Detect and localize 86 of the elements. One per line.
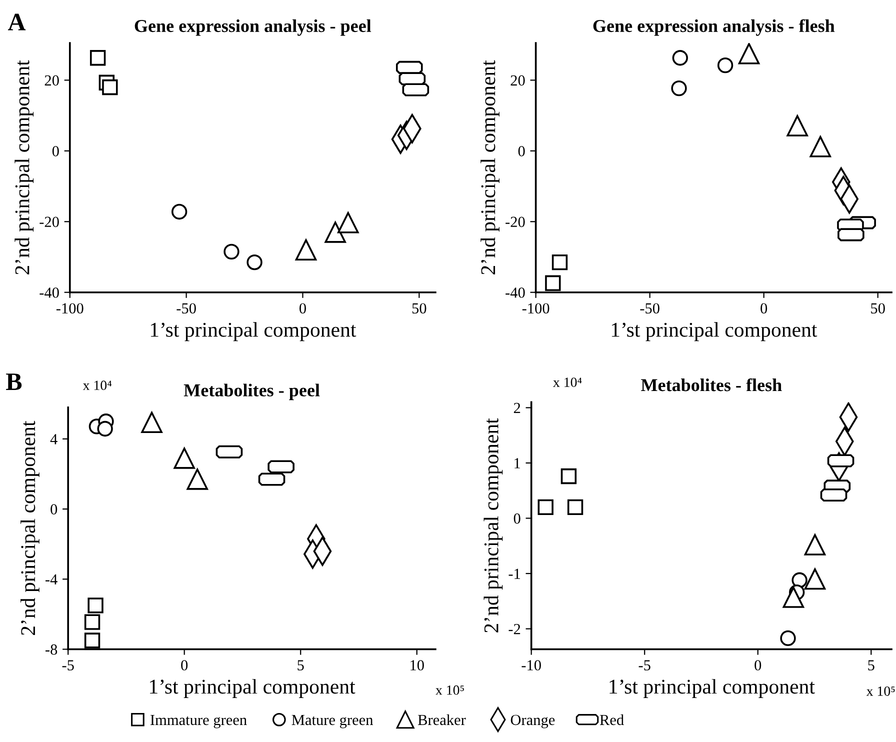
y-axis-title: 2’nd principal component	[484, 418, 503, 632]
y-tick-label: -20	[40, 216, 59, 228]
y-tick-label: 0	[514, 513, 520, 524]
point	[717, 57, 734, 74]
chart-title: Metabolites - flesh	[641, 378, 782, 392]
point	[671, 80, 687, 96]
legend-label: Orange	[510, 714, 555, 728]
text: x 10⁴	[553, 378, 582, 387]
text: A	[8, 14, 26, 30]
y-axis-title: 2’nd principal component	[20, 420, 40, 635]
point	[88, 598, 104, 614]
point	[97, 420, 113, 437]
x-tick-label: 0	[181, 660, 188, 670]
x-axis-title: 1’st principal component	[150, 322, 356, 342]
point	[186, 468, 208, 490]
x-tick-label: 5	[298, 660, 304, 670]
point	[786, 115, 808, 136]
point	[84, 614, 100, 630]
point	[810, 136, 832, 158]
chart-title: Metabolites - peel	[184, 384, 320, 400]
chart-title: Gene expression analysis - flesh	[593, 19, 835, 36]
x-tick-label: 10	[410, 660, 424, 670]
point	[780, 630, 796, 646]
x-tick-label: 50	[412, 303, 426, 314]
y-tick-label: -8	[46, 644, 58, 655]
x-tick-label: -10	[522, 660, 541, 670]
point	[672, 50, 688, 66]
point	[224, 244, 240, 260]
point	[246, 254, 262, 270]
point	[560, 468, 577, 484]
x-tick-label: -5	[638, 660, 650, 670]
x-tick-label: 50	[871, 303, 885, 314]
y-tick-label: 4	[50, 434, 58, 444]
legend-label: Red	[600, 714, 624, 726]
point	[141, 412, 162, 434]
y-tick-label: -40	[40, 287, 59, 298]
point	[171, 204, 188, 220]
text: x 10⁵	[866, 686, 895, 696]
x-tick-label: -100	[56, 303, 84, 314]
point	[90, 50, 106, 66]
point	[567, 499, 584, 516]
legend-label: Mature green	[292, 714, 374, 728]
y-axis-title: 2’nd principal component	[480, 60, 500, 274]
x-tick-label: -5	[62, 660, 74, 670]
text: x 10⁵	[436, 685, 464, 695]
legend-label: Breaker	[418, 714, 466, 726]
y-tick-label: 20	[44, 75, 59, 86]
x-tick-label: 0	[760, 303, 768, 314]
point	[102, 79, 118, 96]
y-tick-label: 2	[514, 402, 520, 413]
legend-label: Immature green	[150, 714, 247, 728]
point	[804, 568, 826, 590]
text: B	[6, 374, 22, 390]
point	[84, 632, 100, 648]
x-tick-label: -50	[640, 303, 660, 314]
y-tick-label: -40	[506, 287, 525, 298]
point	[174, 448, 195, 469]
point	[338, 212, 359, 234]
y-tick-label: -1	[508, 568, 520, 579]
point	[738, 43, 760, 64]
y-tick-label: 0	[50, 504, 58, 514]
point	[295, 239, 317, 261]
y-tick-label: -2	[508, 624, 520, 634]
point	[545, 275, 561, 292]
x-axis-title: 1’st principal component	[612, 322, 818, 342]
y-tick-label: 20	[510, 75, 525, 86]
y-axis-title: 2’nd principal component	[14, 60, 34, 274]
point	[538, 499, 554, 516]
y-tick-label: 0	[52, 146, 59, 156]
point	[782, 586, 804, 608]
point	[552, 254, 568, 270]
x-tick-label: 0	[299, 303, 306, 314]
chart-title: Gene expression analysis - peel	[134, 19, 372, 36]
y-tick-label: -20	[506, 216, 525, 228]
x-tick-label: -100	[522, 303, 550, 314]
x-tick-label: 5	[868, 660, 874, 670]
point	[804, 534, 826, 556]
y-tick-label: 1	[514, 458, 520, 468]
x-axis-title: 1’st principal component	[150, 679, 356, 698]
x-tick-label: 0	[754, 660, 762, 670]
x-axis-title: 1’st principal component	[610, 679, 815, 698]
y-tick-label: 0	[518, 146, 525, 156]
x-tick-label: -50	[176, 303, 196, 314]
y-tick-label: -4	[46, 574, 58, 584]
point	[324, 222, 346, 243]
text: x 10⁴	[82, 380, 112, 390]
